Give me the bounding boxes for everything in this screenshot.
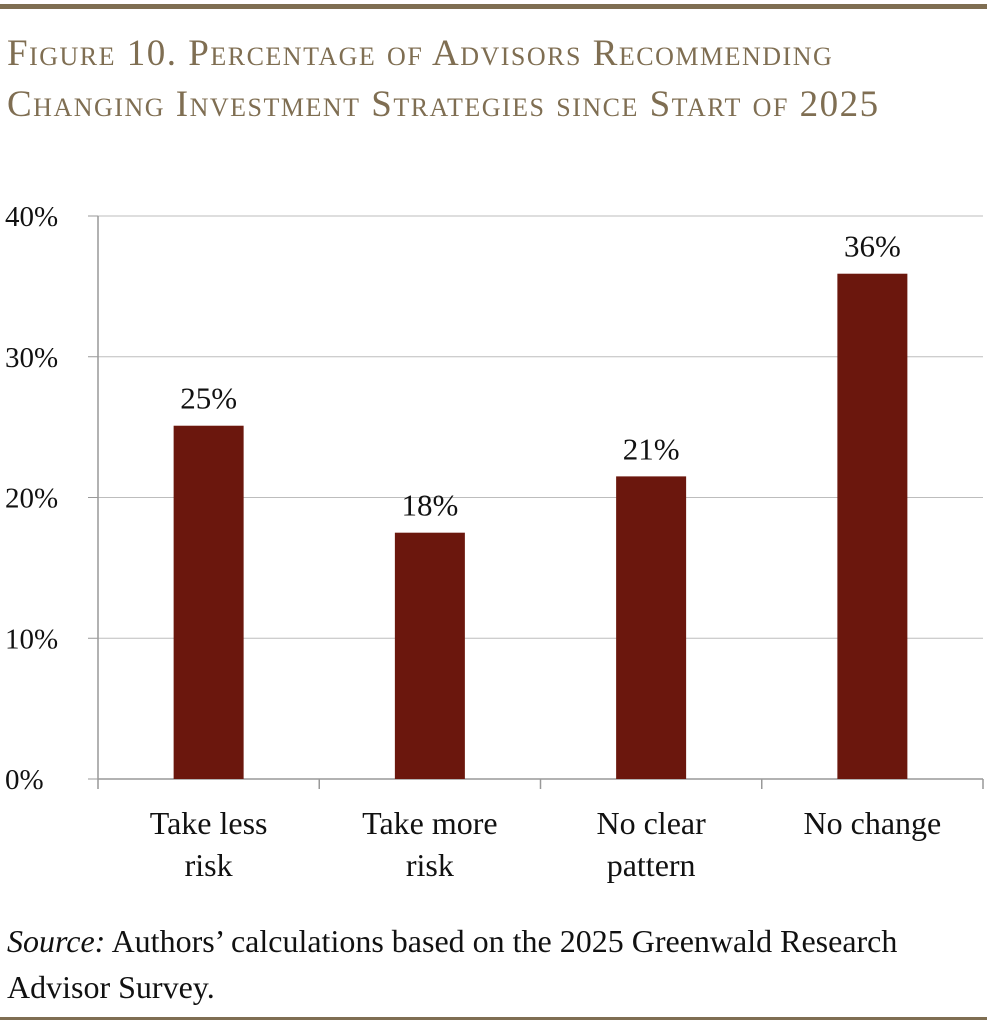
category-label: risk bbox=[185, 847, 233, 883]
y-tick-label: 0% bbox=[5, 764, 44, 796]
data-label: 36% bbox=[844, 229, 901, 264]
category-label: No change bbox=[804, 805, 942, 841]
y-tick-label: 30% bbox=[5, 342, 58, 374]
top-rule bbox=[0, 4, 987, 9]
y-tick-label: 40% bbox=[5, 201, 58, 233]
bottom-rule bbox=[0, 1017, 987, 1020]
bar bbox=[394, 532, 465, 779]
figure-title: Figure 10. Percentage of Advisors Recomm… bbox=[7, 33, 880, 125]
category-label: Take less bbox=[150, 805, 268, 841]
data-label: 21% bbox=[623, 431, 680, 466]
bar bbox=[173, 425, 244, 779]
source-note: Source: Authors’ calculations based on t… bbox=[7, 918, 982, 1010]
y-tick-label: 20% bbox=[5, 483, 58, 515]
data-label: 18% bbox=[401, 488, 458, 523]
category-label: pattern bbox=[607, 847, 696, 883]
bar bbox=[616, 476, 687, 779]
bar-chart: 0% 10% 20% 30% 40% 25% Take less risk 18% Take mo… bbox=[5, 201, 984, 883]
y-tick-label: 10% bbox=[5, 623, 58, 655]
source-text: Authors’ calculations based on the 2025 … bbox=[7, 923, 898, 1005]
category-label: Take more bbox=[362, 805, 497, 841]
data-label: 25% bbox=[180, 381, 237, 416]
source-label: Source: bbox=[7, 923, 106, 959]
category-label: risk bbox=[406, 847, 454, 883]
category-label: No clear bbox=[596, 805, 706, 841]
bar bbox=[837, 273, 908, 779]
